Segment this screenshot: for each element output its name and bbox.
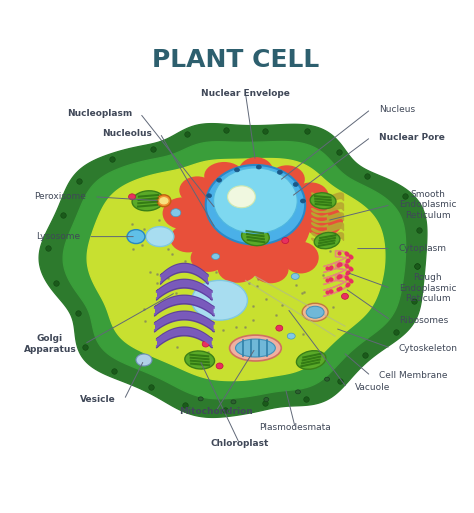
Ellipse shape [269, 165, 305, 193]
Ellipse shape [192, 171, 311, 270]
Text: Chloroplast: Chloroplast [210, 439, 269, 448]
Ellipse shape [277, 170, 283, 174]
Ellipse shape [228, 186, 255, 208]
Ellipse shape [214, 168, 297, 233]
Polygon shape [39, 124, 427, 418]
Ellipse shape [283, 242, 319, 273]
Text: Golgi
Apparatus: Golgi Apparatus [24, 334, 76, 354]
Ellipse shape [185, 351, 215, 369]
Text: Peroxisome: Peroxisome [35, 192, 86, 201]
Text: Cytoplasm: Cytoplasm [399, 244, 447, 253]
Text: Vacuole: Vacuole [355, 383, 390, 392]
Ellipse shape [253, 255, 289, 283]
Ellipse shape [293, 183, 329, 210]
Ellipse shape [325, 377, 329, 381]
Ellipse shape [202, 341, 209, 347]
Ellipse shape [211, 253, 219, 260]
Ellipse shape [136, 354, 152, 366]
Ellipse shape [192, 281, 247, 320]
Ellipse shape [310, 193, 336, 209]
Ellipse shape [216, 363, 223, 369]
Ellipse shape [132, 191, 164, 211]
Ellipse shape [206, 165, 305, 245]
Ellipse shape [235, 168, 239, 172]
Ellipse shape [303, 205, 343, 236]
Text: Smooth
Endoplasmic
Reticulum: Smooth Endoplasmic Reticulum [399, 190, 456, 220]
Ellipse shape [127, 230, 145, 244]
Text: Rough
Endoplasmic
Reticulum: Rough Endoplasmic Reticulum [399, 273, 456, 303]
Ellipse shape [238, 157, 274, 189]
Ellipse shape [179, 176, 215, 204]
Text: Nucleoplasm: Nucleoplasm [67, 109, 132, 117]
Polygon shape [63, 142, 406, 399]
Text: Vesicle: Vesicle [81, 396, 116, 404]
Ellipse shape [157, 195, 171, 207]
Ellipse shape [170, 225, 206, 252]
Ellipse shape [198, 397, 203, 401]
Text: PLANT CELL: PLANT CELL [152, 48, 319, 71]
Text: Ribosomes: Ribosomes [399, 315, 448, 325]
Text: Cytoskeleton: Cytoskeleton [399, 344, 458, 352]
Ellipse shape [306, 306, 324, 318]
Ellipse shape [229, 335, 281, 361]
Ellipse shape [218, 255, 257, 283]
Text: Nuclear Pore: Nuclear Pore [379, 132, 445, 142]
Ellipse shape [191, 244, 227, 272]
Ellipse shape [171, 209, 181, 216]
Ellipse shape [207, 194, 211, 198]
Ellipse shape [287, 333, 295, 339]
Ellipse shape [301, 199, 305, 203]
Text: Lysosome: Lysosome [36, 232, 80, 241]
Ellipse shape [296, 351, 326, 369]
Ellipse shape [163, 198, 202, 229]
Text: Nuclear Envelope: Nuclear Envelope [201, 89, 290, 98]
Polygon shape [87, 159, 385, 381]
Ellipse shape [341, 293, 348, 299]
Text: Nucleolus: Nucleolus [102, 129, 152, 137]
Ellipse shape [282, 238, 289, 244]
Text: Cell Membrane: Cell Membrane [379, 371, 447, 381]
Ellipse shape [276, 325, 283, 331]
Text: Plasmodesmata: Plasmodesmata [259, 423, 331, 432]
Ellipse shape [231, 400, 236, 404]
Ellipse shape [204, 162, 244, 190]
Ellipse shape [242, 228, 269, 246]
Ellipse shape [236, 339, 275, 357]
Ellipse shape [128, 194, 136, 200]
Ellipse shape [314, 232, 340, 249]
Text: Mitochondrion: Mitochondrion [179, 407, 253, 416]
Ellipse shape [217, 178, 222, 182]
Ellipse shape [295, 390, 301, 394]
Ellipse shape [291, 273, 299, 280]
Ellipse shape [293, 183, 298, 186]
Ellipse shape [256, 165, 261, 169]
Ellipse shape [302, 303, 328, 321]
Text: Nucleus: Nucleus [379, 105, 415, 114]
Ellipse shape [264, 398, 269, 402]
Ellipse shape [160, 198, 168, 204]
Ellipse shape [146, 227, 174, 247]
